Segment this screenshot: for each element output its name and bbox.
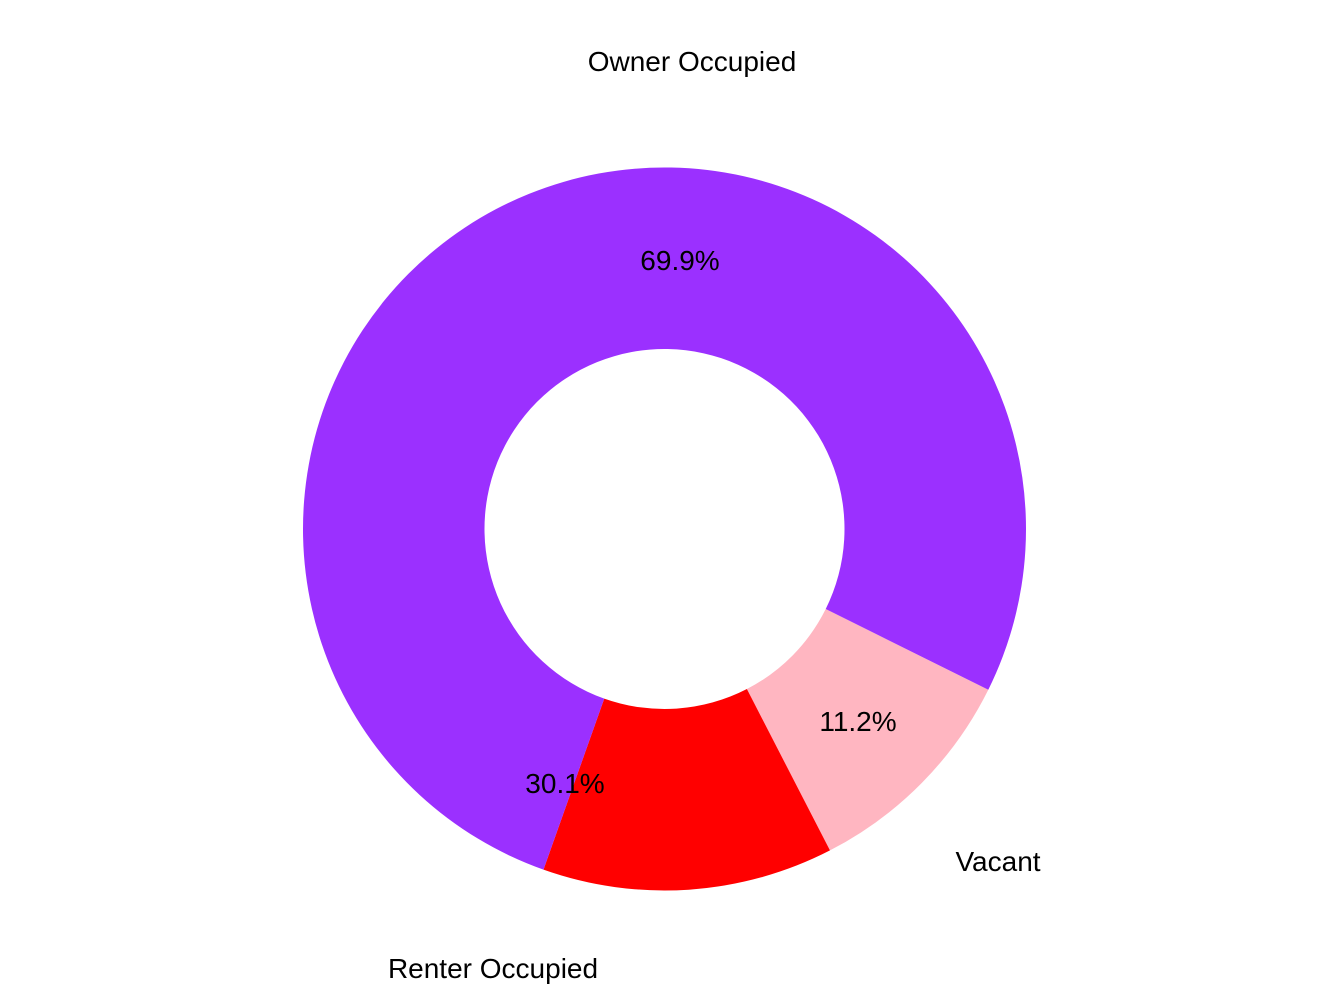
value-label-vacant: 11.2% xyxy=(819,706,897,737)
slice-vacant xyxy=(746,609,989,851)
category-label-owner-occupied: Owner Occupied xyxy=(587,46,797,77)
value-label-owner-occupied: 69.9% xyxy=(640,245,720,276)
slice-renter-occupied xyxy=(543,689,830,891)
value-label-renter-occupied: 30.1% xyxy=(525,768,605,799)
slice-owner-occupied xyxy=(303,167,1027,870)
category-label-renter-occupied: Renter Occupied xyxy=(387,953,599,984)
category-label-vacant: Vacant xyxy=(955,846,1041,877)
